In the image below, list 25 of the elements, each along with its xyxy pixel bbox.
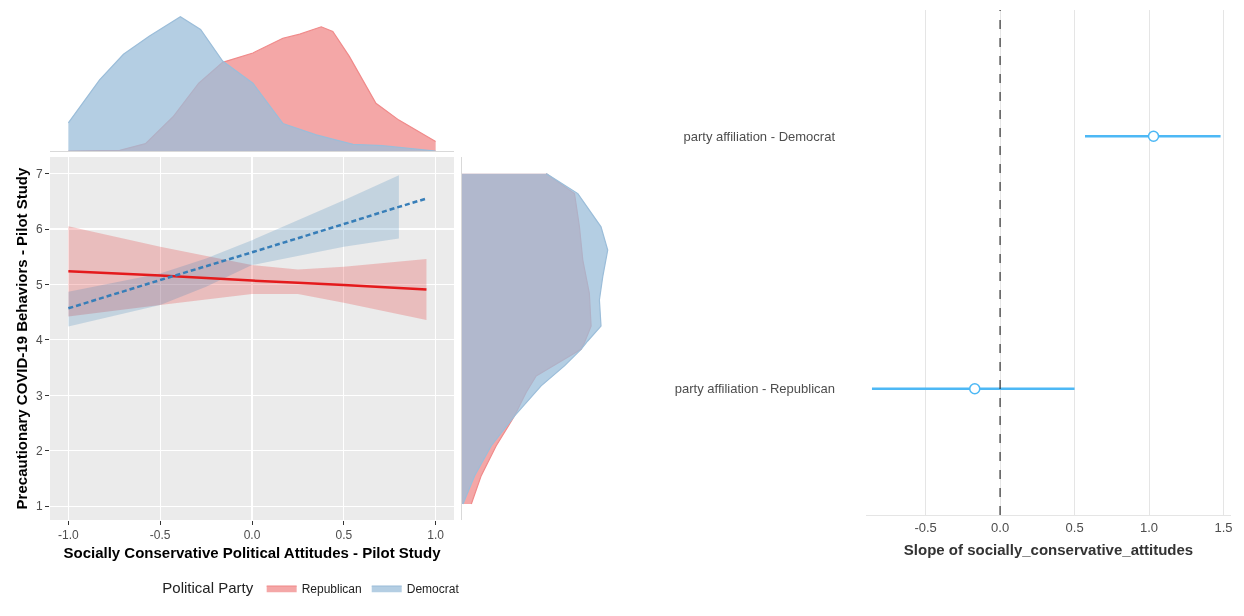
x-tick-label: 0.0	[991, 519, 1010, 535]
x-tick-label: 0.0	[243, 528, 261, 543]
x-tick-label: -0.5	[149, 528, 171, 543]
x-tick-label: -1.0	[58, 528, 80, 543]
y-tick-label: 6	[35, 222, 43, 237]
x-axis-title: Slope of socially_conservative_attitudes	[903, 540, 1194, 558]
legend-label: Republican	[301, 581, 362, 596]
y-tick-label: 2	[35, 443, 43, 458]
y-tick-label: party affiliation - Democrat	[683, 128, 836, 144]
legend-label: Democrat	[406, 581, 460, 596]
y-tick-label: 1	[35, 499, 43, 514]
x-tick-label: 0.5	[1065, 519, 1084, 535]
y-tick-label: 3	[35, 388, 43, 403]
x-tick-label: -0.5	[914, 519, 937, 535]
x-axis-title: Socially Conservative Political Attitudes - Pilot Study	[63, 544, 442, 562]
y-axis-title: Precautionary COVID-19 Behaviors - Pilot Study	[13, 166, 31, 510]
x-tick-label: 0.5	[335, 528, 353, 543]
x-tick-label: 1.5	[1214, 519, 1233, 535]
x-tick-label: 1.0	[1140, 519, 1159, 535]
y-tick-label: party affiliation - Republican	[674, 381, 835, 397]
y-tick-label: 5	[35, 277, 43, 292]
y-tick-label: 4	[35, 333, 43, 348]
y-tick-label: 7	[35, 166, 43, 181]
legend-title: Political Party	[162, 579, 254, 597]
x-tick-label: 1.0	[427, 528, 445, 543]
